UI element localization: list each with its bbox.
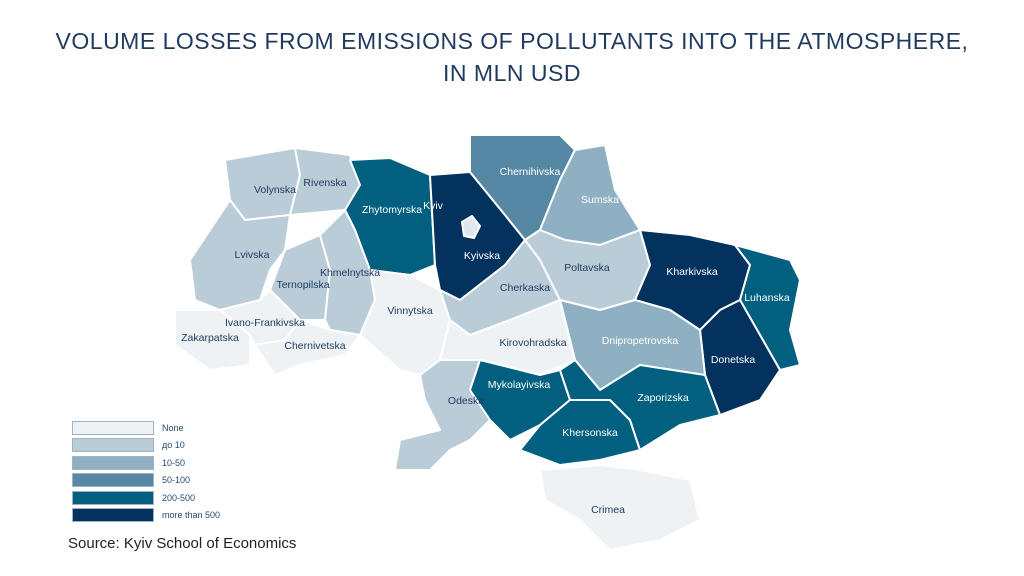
legend-swatch: [72, 420, 154, 435]
region-label: Rivenska: [303, 177, 346, 189]
region-luhanska: [734, 244, 801, 371]
region-label: Kharkivska: [666, 266, 718, 278]
region-zaporizska: [559, 359, 721, 451]
region-label: Volynska: [254, 184, 296, 196]
region-label: Odeska: [448, 395, 484, 407]
legend-item: 200-500: [72, 489, 220, 507]
region-vinnytska: [359, 269, 451, 376]
legend-label: 10-50: [162, 457, 186, 468]
legend: None до 10 10-50 50-100 200-500 more tha…: [72, 419, 220, 524]
region-label: Ternopilska: [276, 279, 329, 291]
legend-item: до 10: [72, 437, 220, 455]
region-lvivska: [189, 199, 291, 311]
region-label: Kyivska: [464, 250, 500, 262]
source-note: Source: Kyiv School of Economics: [68, 535, 297, 552]
region-crimea: [539, 464, 701, 551]
legend-item: None: [72, 419, 220, 437]
region-label: Chernivetska: [284, 340, 345, 352]
region-label: Khersonska: [562, 427, 618, 439]
region-label: Vinnytska: [387, 305, 432, 317]
region-label: Kyiv: [423, 200, 444, 212]
legend-label: до 10: [162, 440, 185, 451]
region-label: Dnipropetrovska: [602, 335, 679, 347]
legend-label: None: [162, 422, 184, 433]
legend-item: more than 500: [72, 507, 220, 525]
legend-item: 50-100: [72, 472, 220, 490]
region-label: Chernihivska: [500, 166, 561, 178]
region-label: Zhytomyrska: [362, 204, 422, 216]
region-kyiv: [461, 215, 481, 239]
region-label: Poltavska: [564, 262, 610, 274]
region-label: Zakarpatska: [181, 332, 239, 344]
region-label: Crimea: [591, 504, 625, 516]
legend-label: 50-100: [162, 475, 191, 486]
legend-label: more than 500: [162, 510, 221, 521]
legend-swatch: [72, 438, 154, 453]
map-title-line1: VOLUME LOSSES FROM EMISSIONS OF POLLUTAN…: [55, 28, 969, 54]
region-label: Zaporizska: [637, 392, 689, 404]
region-label: Donetska: [711, 354, 756, 366]
region-label: Khmelnytska: [320, 267, 380, 279]
region-label: Sumska: [581, 194, 619, 206]
region-label: Ivano-Frankivska: [225, 317, 305, 329]
legend-swatch: [72, 508, 154, 523]
region-label: Cherkaska: [500, 282, 550, 294]
legend-label: 200-500: [162, 492, 196, 503]
legend-item: 10-50: [72, 454, 220, 472]
map-title-line2: IN MLN USD: [443, 60, 581, 86]
region-label: Mykolayivska: [488, 379, 551, 391]
legend-swatch: [72, 455, 154, 470]
region-label: Kirovohradska: [499, 337, 566, 349]
legend-swatch: [72, 490, 154, 505]
legend-swatch: [72, 473, 154, 488]
region-label: Luhanska: [744, 292, 790, 304]
region-label: Lvivska: [234, 249, 269, 261]
